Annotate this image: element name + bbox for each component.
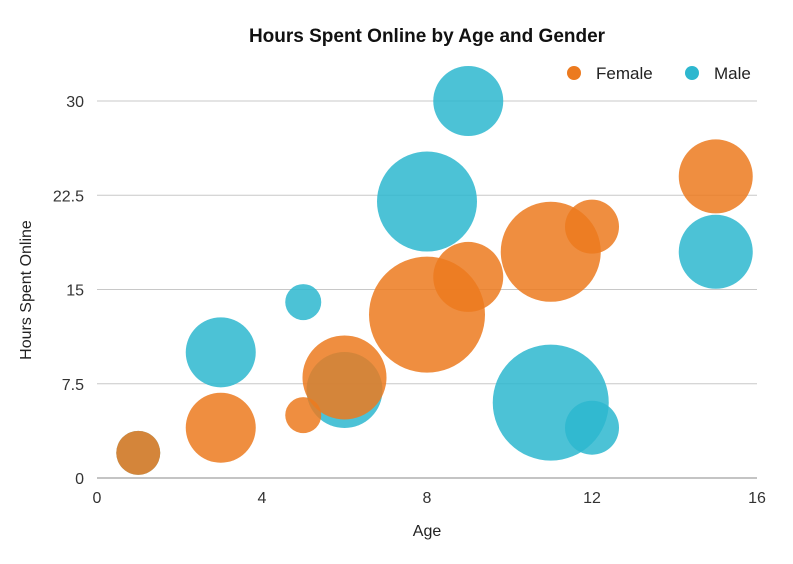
- bubbles: [116, 66, 753, 475]
- x-tick-label: 16: [748, 490, 766, 507]
- y-tick-label: 15: [66, 283, 84, 300]
- x-tick-label: 12: [583, 490, 601, 507]
- bubble-male: [285, 284, 322, 321]
- bubble-male: [185, 317, 256, 388]
- x-tick-label: 0: [93, 490, 102, 507]
- y-axis-label: Hours Spent Online: [18, 220, 35, 360]
- bubble-female: [302, 335, 387, 420]
- bubble-female: [285, 397, 322, 434]
- bubble-female: [116, 430, 161, 475]
- bubble-female: [185, 392, 256, 463]
- bubble-male: [377, 151, 477, 252]
- chart-title: Hours Spent Online by Age and Gender: [249, 26, 606, 47]
- y-tick-label: 0: [75, 471, 84, 488]
- bubble-female: [433, 241, 504, 312]
- legend-marker-female: [567, 66, 581, 80]
- legend-label-female: Female: [596, 64, 653, 83]
- legend-marker-male: [685, 66, 699, 80]
- y-tick-labels: 0 7.5 15 22.5 30: [53, 94, 84, 488]
- y-tick-label: 7.5: [62, 377, 84, 394]
- bubble-female: [678, 139, 753, 214]
- legend: Female Male: [567, 64, 751, 83]
- bubble-male: [565, 400, 619, 455]
- legend-label-male: Male: [714, 64, 751, 83]
- x-tick-labels: 0 4 8 12 16: [93, 490, 766, 507]
- bubble-male: [433, 66, 504, 136]
- x-tick-label: 4: [258, 490, 267, 507]
- bubble-male: [678, 214, 753, 289]
- y-tick-label: 30: [66, 94, 84, 111]
- bubble-female: [565, 199, 619, 254]
- x-tick-label: 8: [423, 490, 432, 507]
- y-tick-label: 22.5: [53, 188, 84, 205]
- x-axis-label: Age: [413, 523, 442, 540]
